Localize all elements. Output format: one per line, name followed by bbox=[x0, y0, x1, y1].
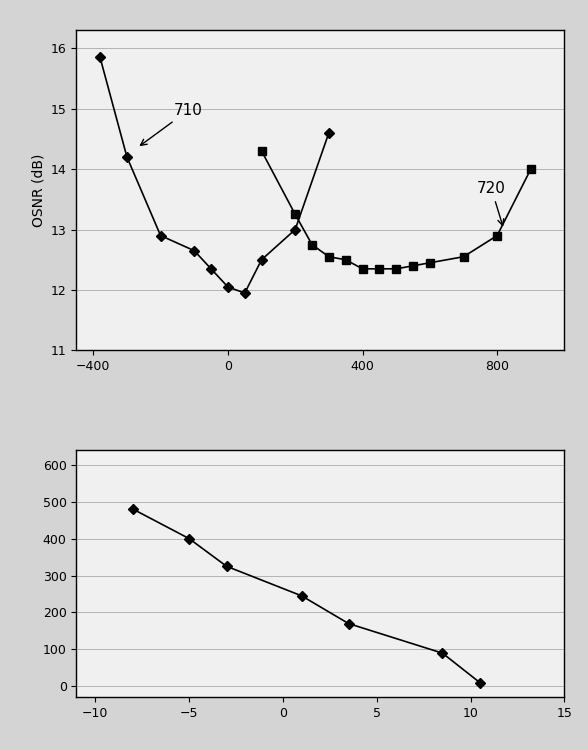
Text: 720: 720 bbox=[477, 182, 506, 226]
Y-axis label: OSNR (dB): OSNR (dB) bbox=[31, 154, 45, 227]
Text: 710: 710 bbox=[141, 103, 203, 146]
